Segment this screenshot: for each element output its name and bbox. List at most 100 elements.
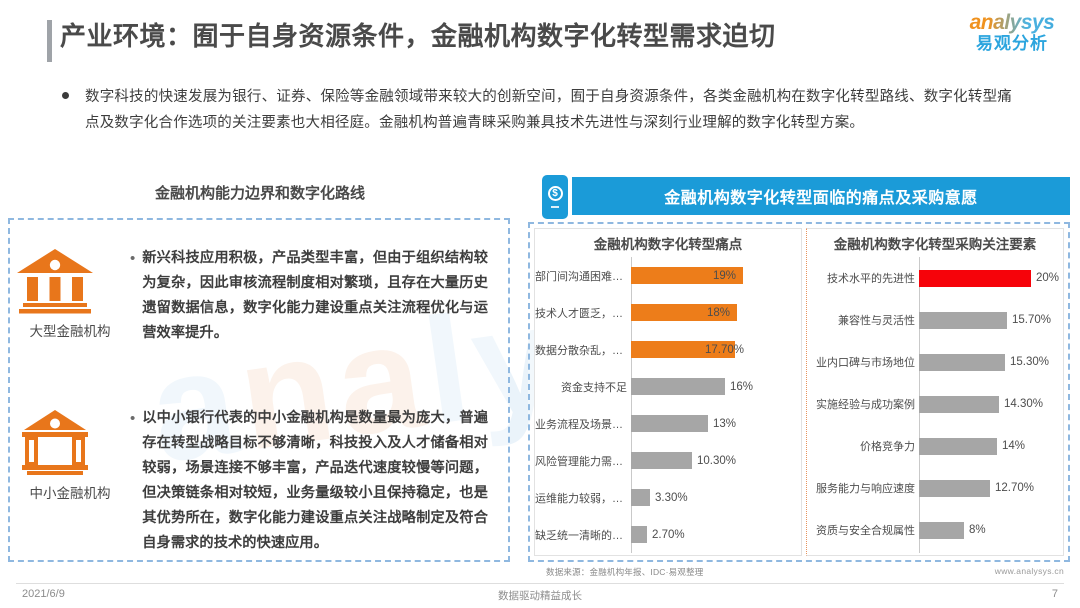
left-section-heading: 金融机构能力边界和数字化路线 xyxy=(154,185,365,202)
card-small-institution: 中小金融机构 • 以中小银行代表的中小金融机构是数量最为庞大，普遍存在转型战略目… xyxy=(14,406,506,556)
chart-bar-row: 运维能力较弱，工具… 3.30% xyxy=(535,479,801,516)
chart-pain-points-title: 金融机构数字化转型痛点 xyxy=(593,237,743,252)
money-card-icon: $ xyxy=(542,175,568,219)
data-source-note: 数据来源：金融机构年报、IDC·易观整理 xyxy=(546,567,704,577)
chart-bar xyxy=(919,437,997,455)
chart-bar xyxy=(631,452,692,469)
chart-bar xyxy=(631,341,735,358)
chart-bar-row: 价格竞争力 14% xyxy=(807,425,1063,467)
chart-value-label: 12.70% xyxy=(995,482,1035,494)
chart-category-label: 兼容性与灵活性 xyxy=(838,315,915,327)
chart-purchase-factors-title: 金融机构数字化转型采购关注要素 xyxy=(833,237,1037,252)
card-icon-wrap: 大型金融机构 xyxy=(14,246,126,340)
chart-bar-row: 服务能力与响应速度 12.70% xyxy=(807,467,1063,509)
chart-bar xyxy=(919,395,999,413)
chart-bar xyxy=(631,267,743,284)
chart-purchase-factors: 金融机构数字化转型采购关注要素 技术水平的先进性 20% 兼容性与灵活性 15.70%… xyxy=(806,228,1064,556)
bank-small-icon xyxy=(22,410,88,475)
title-accent-bar xyxy=(47,20,52,62)
chart-category-label: 数据分散杂乱，难以… xyxy=(535,344,631,357)
analysys-logo: analysys 易观分析 xyxy=(952,12,1072,70)
chart-purchase-factors-plot: 技术水平的先进性 20% 兼容性与灵活性 15.70% 业内口碑与市场地位 15.30% 实… xyxy=(807,257,1063,553)
chart-category-label: 实施经验与成功案例 xyxy=(816,399,915,411)
chart-bar-wrap: 3.30% xyxy=(631,489,801,506)
card-large-text-wrap: • 新兴科技应用积极，产品类型丰富，但由于组织结构较为复杂，因此审核流程制度相对… xyxy=(126,246,488,346)
chart-value-label: 14.30% xyxy=(1004,398,1044,410)
chart-bar xyxy=(631,526,647,543)
chart-category-label: 技术人才匮乏，技术… xyxy=(535,307,631,320)
chart-bar xyxy=(631,489,650,506)
intro-text: 数字科技的快速发展为银行、证券、保险等金融领域带来较大的创新空间，囿于自身资源条… xyxy=(85,89,1012,131)
chart-category-label: 部门间沟通困难，权… xyxy=(535,270,631,283)
chart-bar-wrap: 2.70% xyxy=(631,526,801,543)
chart-bar xyxy=(919,353,1005,371)
chart-category-label: 资质与安全合规属性 xyxy=(816,525,915,537)
chart-category-label: 运维能力较弱，工具… xyxy=(535,492,631,505)
chart-value-label: 16% xyxy=(730,380,754,393)
chart-category-label: 服务能力与响应速度 xyxy=(816,483,915,495)
chart-axis-line xyxy=(631,257,632,553)
chart-category-label: 技术水平的先进性 xyxy=(827,273,915,285)
logo-wordmark: analysys xyxy=(952,12,1072,34)
footer-divider xyxy=(16,583,1064,584)
chart-bar-wrap: 8% xyxy=(919,521,1063,539)
chart-bar-wrap: 12.70% xyxy=(919,479,1063,497)
intro-bullet: 数字科技的快速发展为银行、证券、保险等金融领域带来较大的创新空间，囿于自身资源条… xyxy=(62,84,1012,136)
dollar-sign-icon: $ xyxy=(547,186,563,201)
chart-bar-row: 部门间沟通困难，权… 19% xyxy=(535,257,801,294)
chart-bar-row: 缺乏统一清晰的规… 2.70% xyxy=(535,516,801,553)
chart-bar xyxy=(919,311,1007,329)
chart-bar-wrap: 20% xyxy=(919,269,1063,287)
chart-bar-wrap: 14% xyxy=(919,437,1063,455)
chart-bar xyxy=(631,378,725,395)
chart-pain-points-plot: 部门间沟通困难，权… 19% 技术人才匮乏，技术… 18% 数据分散杂乱，难以… 17.7… xyxy=(535,257,801,553)
chart-value-label: 20% xyxy=(1036,272,1060,284)
chart-bar-row: 实施经验与成功案例 14.30% xyxy=(807,383,1063,425)
chart-bar xyxy=(631,304,737,321)
chart-bar-row: 数据分散杂乱，难以… 17.70% xyxy=(535,331,801,368)
card-large-label: 大型金融机构 xyxy=(29,324,111,339)
page-title: 产业环境：囿于自身资源条件，金融机构数字化转型需求迫切 xyxy=(60,21,776,51)
chart-category-label: 价格竞争力 xyxy=(860,441,915,453)
card-large-text: 新兴科技应用积极，产品类型丰富，但由于组织结构较为复杂，因此审核流程制度相对繁琐… xyxy=(142,250,488,341)
card-small-label: 中小金融机构 xyxy=(29,486,111,501)
left-section-container xyxy=(8,218,510,562)
chart-bar-wrap: 13% xyxy=(631,415,801,432)
card-large-institution: 大型金融机构 • 新兴科技应用积极，产品类型丰富，但由于组织结构较为复杂，因此审… xyxy=(14,246,506,346)
chart-value-label: 17.70% xyxy=(705,343,745,356)
chart-bar-wrap: 17.70% xyxy=(631,341,801,358)
chart-value-label: 2.70% xyxy=(652,528,685,541)
chart-bar xyxy=(631,415,708,432)
chart-bar-row: 技术水平的先进性 20% xyxy=(807,257,1063,299)
chart-category-label: 缺乏统一清晰的规… xyxy=(535,529,631,542)
footer-tagline: 数据驱动精益成长 xyxy=(498,590,582,602)
card-nub xyxy=(551,206,559,208)
chart-bar-wrap: 16% xyxy=(631,378,801,395)
chart-bar xyxy=(919,479,990,497)
chart-value-label: 8% xyxy=(969,524,986,536)
footer-page-number: 7 xyxy=(1051,588,1058,600)
chart-bar-wrap: 15.70% xyxy=(919,311,1063,329)
logo-chinese-name: 易观分析 xyxy=(976,34,1048,53)
sub-bullet-icon: • xyxy=(130,250,136,267)
chart-bar-row: 业内口碑与市场地位 15.30% xyxy=(807,341,1063,383)
chart-bar-wrap: 14.30% xyxy=(919,395,1063,413)
chart-bar-wrap: 15.30% xyxy=(919,353,1063,371)
chart-pain-points: 金融机构数字化转型痛点 部门间沟通困难，权… 19% 技术人才匮乏，技术… 18% 数据… xyxy=(534,228,802,556)
card-small-text-wrap: • 以中小银行代表的中小金融机构是数量最为庞大，普遍存在转型战略目标不够清晰，科… xyxy=(126,406,488,556)
chart-category-label: 业内口碑与市场地位 xyxy=(816,357,915,369)
chart-bar-wrap: 10.30% xyxy=(631,452,801,469)
chart-value-label: 14% xyxy=(1002,440,1026,452)
chart-value-label: 19% xyxy=(713,269,737,282)
bank-large-icon xyxy=(17,249,93,314)
card-small-text: 以中小银行代表的中小金融机构是数量最为庞大，普遍存在转型战略目标不够清晰，科技投… xyxy=(142,410,488,551)
sub-bullet-icon: • xyxy=(130,410,136,427)
bullet-dot-icon xyxy=(62,92,69,99)
chart-value-label: 15.70% xyxy=(1012,314,1052,326)
chart-category-label: 业务流程及场景复… xyxy=(535,418,631,431)
chart-value-label: 3.30% xyxy=(655,491,688,504)
chart-category-label: 风险管理能力需要提高 xyxy=(535,455,631,468)
chart-bar-row: 风险管理能力需要提高 10.30% xyxy=(535,442,801,479)
chart-bar-wrap: 18% xyxy=(631,304,801,321)
